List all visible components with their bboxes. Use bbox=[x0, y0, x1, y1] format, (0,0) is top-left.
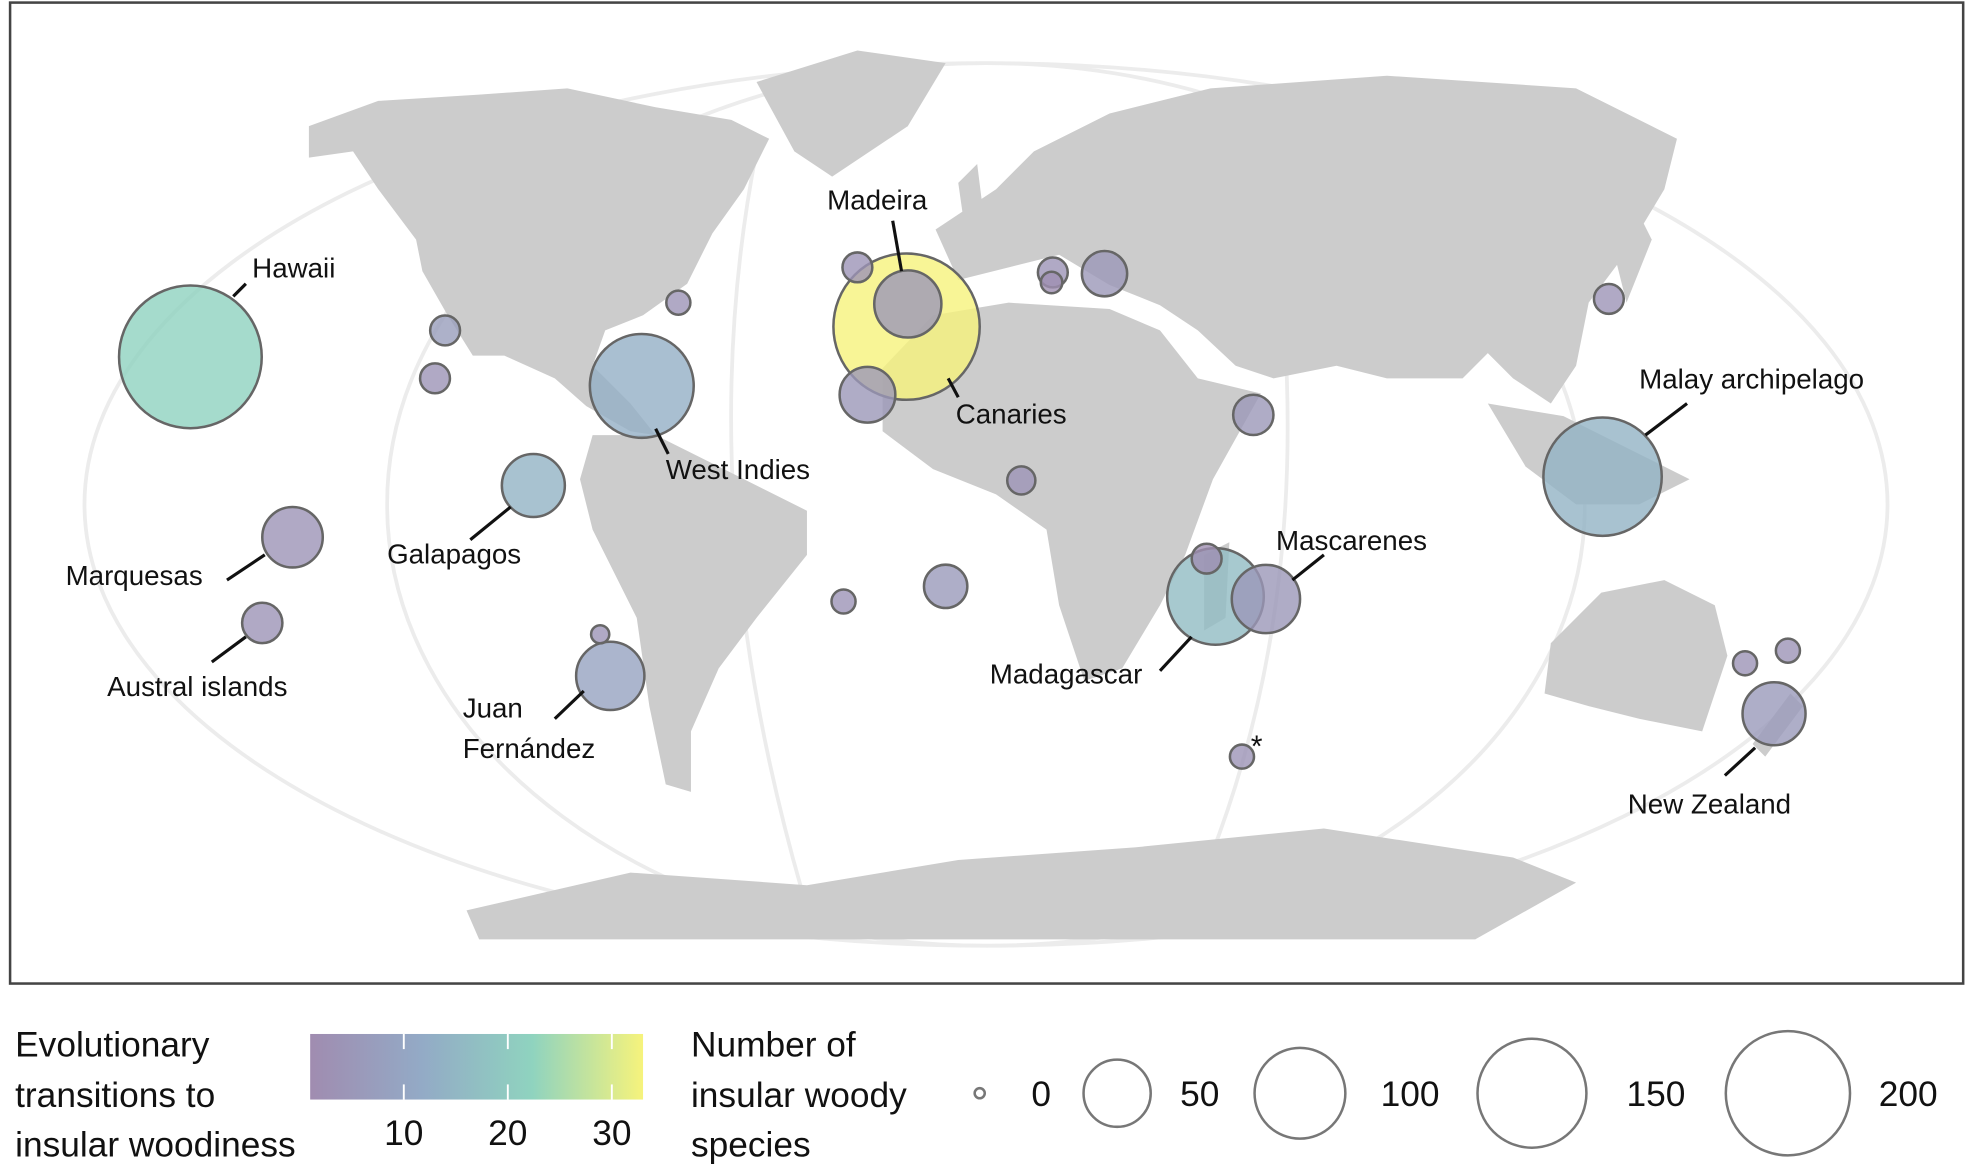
size-legend-label: 0 bbox=[1031, 1075, 1051, 1114]
size-legend-circle bbox=[973, 1086, 987, 1100]
bubble-island bbox=[1731, 649, 1759, 677]
bubble-new-zealand bbox=[1741, 680, 1807, 747]
label-marquesas: Marquesas bbox=[66, 560, 203, 591]
leader-lines bbox=[210, 220, 1757, 777]
island-labels: Hawaii Canaries Madeira West Indies Mala… bbox=[66, 184, 1865, 819]
bubble-island bbox=[1080, 249, 1129, 298]
colorbar-tick-label: 30 bbox=[592, 1114, 631, 1153]
bubble-austral-islands bbox=[240, 601, 284, 645]
island-bubbles bbox=[117, 249, 1807, 770]
bubble-madeira bbox=[872, 269, 943, 339]
eurasia bbox=[935, 75, 1677, 404]
asterisk-note: * bbox=[1251, 731, 1263, 764]
south-america bbox=[580, 435, 807, 792]
bubble-island bbox=[665, 289, 692, 316]
size-legend-circle bbox=[1476, 1037, 1588, 1149]
label-austral-islands: Austral islands bbox=[107, 671, 287, 702]
label-hawaii: Hawaii bbox=[252, 252, 335, 283]
bubble-malay-archipelago bbox=[1542, 416, 1664, 538]
bubble-island bbox=[1005, 465, 1037, 496]
bubble-hawaii bbox=[117, 284, 263, 430]
greenland bbox=[756, 50, 946, 177]
north-america bbox=[308, 88, 770, 436]
bubble-marquesas bbox=[261, 505, 325, 569]
bubble-island bbox=[1228, 743, 1256, 770]
antarctica bbox=[466, 828, 1577, 940]
bubble-island bbox=[838, 365, 897, 424]
bubble-island bbox=[418, 362, 452, 395]
label-madagascar: Madagascar bbox=[990, 658, 1143, 689]
australia bbox=[1544, 580, 1728, 732]
size-legend-circle bbox=[1253, 1046, 1347, 1140]
color-legend-title: Evolutionary transitions to insular wood… bbox=[15, 1026, 296, 1165]
color-legend: Evolutionary transitions to insular wood… bbox=[15, 1026, 644, 1165]
size-legend: Number of insular woody species 0 50 100 15… bbox=[691, 1026, 1938, 1165]
bubble-island bbox=[1231, 393, 1275, 437]
british-isles bbox=[958, 163, 984, 228]
label-canaries: Canaries bbox=[956, 399, 1067, 430]
size-legend-circle bbox=[1082, 1058, 1152, 1129]
africa bbox=[882, 302, 1261, 681]
bubble-island bbox=[1190, 542, 1223, 575]
label-mascarenes: Mascarenes bbox=[1276, 525, 1427, 556]
bubble-mascarenes bbox=[1230, 563, 1302, 635]
size-legend-label: 200 bbox=[1879, 1075, 1938, 1114]
bubble-island bbox=[589, 623, 611, 645]
bubble-island bbox=[830, 588, 857, 615]
bubble-galapagos bbox=[500, 452, 567, 519]
size-legend-label: 100 bbox=[1381, 1075, 1440, 1114]
label-madeira: Madeira bbox=[827, 184, 928, 215]
bubble-island bbox=[1774, 637, 1802, 664]
colorbar bbox=[310, 1033, 644, 1100]
land-masses bbox=[308, 50, 1804, 940]
bubble-island bbox=[428, 314, 462, 347]
label-galapagos: Galapagos bbox=[387, 539, 521, 570]
size-legend-circle bbox=[1724, 1029, 1852, 1157]
colorbar-tick-label: 20 bbox=[488, 1114, 527, 1153]
japan bbox=[1613, 214, 1652, 303]
bubble-island bbox=[922, 563, 969, 610]
bubble-west-indies bbox=[588, 332, 695, 440]
label-malay-archipelago: Malay archipelago bbox=[1639, 363, 1864, 394]
size-legend-label: 150 bbox=[1627, 1075, 1686, 1114]
bubble-island bbox=[1592, 282, 1626, 316]
label-juan-fernandez: Juan Fernández bbox=[463, 693, 596, 764]
size-legend-label: 50 bbox=[1180, 1075, 1219, 1114]
size-legend-title: Number of insular woody species bbox=[691, 1026, 917, 1165]
colorbar-tick-label: 10 bbox=[384, 1114, 423, 1153]
bubble-island bbox=[841, 251, 874, 284]
label-new-zealand: New Zealand bbox=[1628, 788, 1791, 819]
bubble-juan-fern-ndez bbox=[574, 640, 646, 712]
bubble-island bbox=[1039, 270, 1064, 295]
label-west-indies: West Indies bbox=[666, 454, 810, 485]
